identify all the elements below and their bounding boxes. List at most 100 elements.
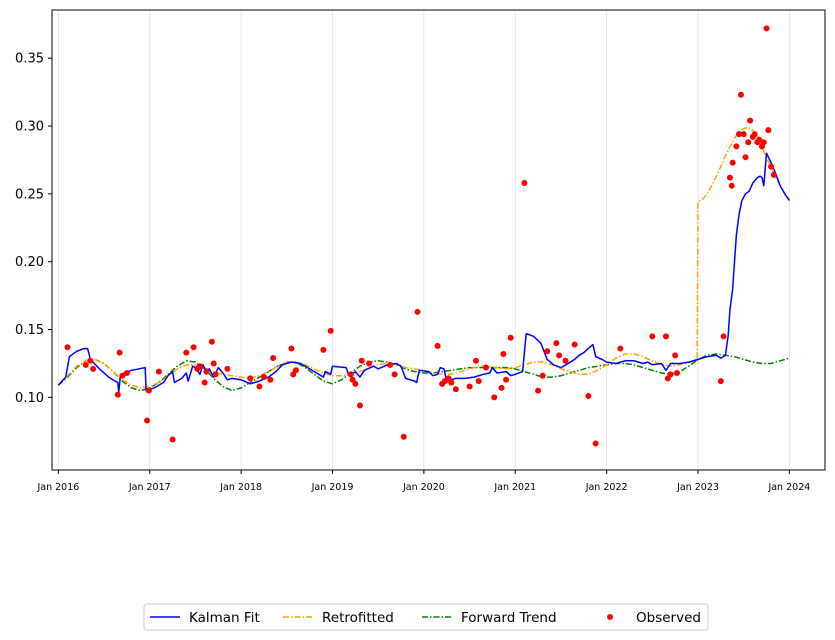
observed-point [562,357,569,364]
observed-point [717,378,724,385]
observed-point [539,372,546,379]
observed-point [751,131,758,138]
observed-point [491,394,498,401]
y-axis: 0.10 0.15 0.20 0.25 0.30 0.35 [15,52,52,406]
x-tick-label: Jan 2017 [128,482,171,493]
observed-point [765,127,772,134]
observed-point [466,383,473,390]
observed-point [720,333,727,340]
observed-point [585,393,592,400]
observed-point [90,365,97,372]
observed-point [728,182,735,189]
observed-point [544,348,551,355]
x-tick-label: Jan 2024 [767,482,810,493]
y-tick-label: 0.15 [15,323,44,338]
observed-point [737,91,744,98]
observed-point [210,360,217,367]
retrofitted-line [57,126,790,389]
observed-point [571,341,578,348]
observed-point [145,387,152,394]
x-tick-label: Jan 2016 [36,482,79,493]
observed-point [673,369,680,376]
legend-marker-observed [607,614,613,620]
observed-point [144,417,151,424]
observed-point [672,352,679,359]
observed-point [414,308,421,315]
legend-label-forward: Forward Trend [461,610,557,626]
x-tick-label: Jan 2023 [676,482,719,493]
observed-point [500,350,507,357]
observed-point [292,367,299,374]
series-layer [57,25,791,447]
observed-point [123,369,130,376]
x-tick-label: Jan 2021 [493,482,536,493]
observed-point [770,171,777,178]
observed-point [535,387,542,394]
observed-point [507,334,514,341]
observed-point [483,364,490,371]
observed-point [64,344,71,351]
observed-point [203,368,210,375]
observed-point [320,346,327,353]
observed-point [733,143,740,150]
observed-point [740,131,747,138]
x-tick-label: Jan 2020 [402,482,445,493]
x-tick-label: Jan 2018 [219,482,262,493]
observed-point [169,436,176,443]
observed-point [212,371,219,378]
y-tick-label: 0.35 [15,52,44,67]
observed-point [327,327,334,334]
observed-point [617,345,624,352]
observed-point [475,378,482,385]
observed-point [260,374,267,381]
observed-point [224,365,231,372]
legend-label-observed: Observed [636,610,701,626]
observed-point [288,345,295,352]
observed-point [726,174,733,181]
observed-point [521,180,528,187]
observed-point [247,375,254,382]
observed-point [763,25,770,32]
observed-point [663,333,670,340]
y-tick-label: 0.25 [15,187,44,202]
observed-point [400,433,407,440]
observed-point [114,391,121,398]
observed-point [472,357,479,364]
observed-point [155,368,162,375]
observed-point [592,440,599,447]
observed-point [760,139,767,146]
observed-point [197,363,204,370]
y-tick-label: 0.10 [15,391,44,406]
observed-point [119,372,126,379]
observed-point [267,376,274,383]
observed-point [729,159,736,166]
observed-point [747,117,754,124]
observed-point [208,338,215,345]
observed-point [649,333,656,340]
y-tick-label: 0.20 [15,255,44,270]
observed-point [556,352,563,359]
observed-point [391,371,398,378]
observed-point [87,357,94,364]
observed-point [503,376,510,383]
x-tick-label: Jan 2019 [311,482,354,493]
observed-point [434,342,441,349]
plot-frame [51,9,826,471]
grid [57,10,790,470]
observed-point [768,163,775,170]
observed-point [201,379,208,386]
observed-point [736,131,743,138]
observed-point [358,357,365,364]
observed-point [256,383,263,390]
observed-point [190,344,197,351]
legend-label-retrofitted: Retrofitted [322,610,394,626]
observed-point [756,136,763,143]
x-tick-label: Jan 2022 [585,482,628,493]
observed-point [347,371,354,378]
observed-point [387,361,394,368]
observed-point [82,361,89,368]
observed-point [745,139,752,146]
observed-point [448,379,455,386]
